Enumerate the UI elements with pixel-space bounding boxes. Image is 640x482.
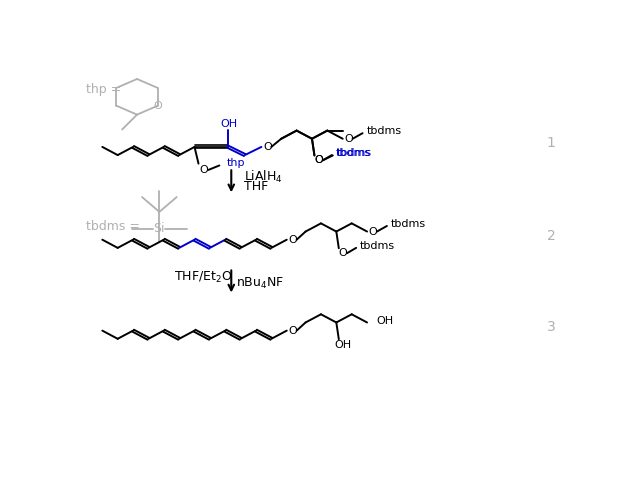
Text: tbdms: tbdms <box>391 219 426 229</box>
Text: 1: 1 <box>547 136 556 150</box>
Text: O: O <box>314 155 323 165</box>
Text: O: O <box>288 235 297 245</box>
Text: tbdms: tbdms <box>336 148 371 158</box>
Text: O: O <box>344 134 353 144</box>
Text: OH: OH <box>376 316 393 326</box>
Text: 3: 3 <box>547 320 556 334</box>
Text: Si: Si <box>154 222 165 235</box>
Text: 2: 2 <box>547 229 556 243</box>
Text: nBu$_4$NF: nBu$_4$NF <box>236 276 285 291</box>
Text: OH: OH <box>221 119 238 129</box>
Text: LiAlH$_4$: LiAlH$_4$ <box>244 169 283 185</box>
Text: O: O <box>369 227 378 237</box>
Text: thp =: thp = <box>86 83 121 96</box>
Text: O: O <box>314 155 323 165</box>
Text: OH: OH <box>334 340 351 350</box>
Text: O: O <box>263 142 272 152</box>
Text: THF: THF <box>244 180 268 193</box>
Text: thp: thp <box>227 158 245 168</box>
Text: O: O <box>288 326 297 335</box>
Text: tbdms: tbdms <box>337 148 372 158</box>
Text: THF/Et$_2$O: THF/Et$_2$O <box>174 270 232 285</box>
Text: O: O <box>339 248 347 258</box>
Text: O: O <box>199 165 208 175</box>
Text: tbdms: tbdms <box>367 126 402 136</box>
Text: O: O <box>154 101 162 111</box>
Text: tbdms =: tbdms = <box>86 220 140 233</box>
Text: tbdms: tbdms <box>360 241 396 251</box>
